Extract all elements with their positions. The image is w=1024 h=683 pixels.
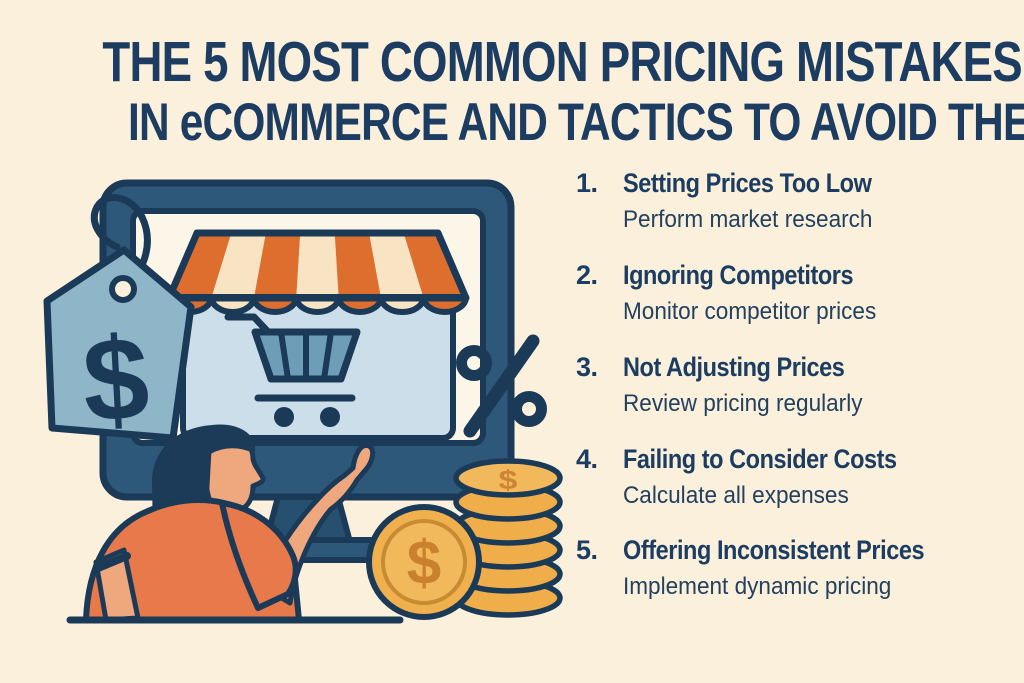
item-number: 4. xyxy=(576,443,598,474)
tag-body xyxy=(43,246,195,442)
tactic-text: Implement dynamic pricing xyxy=(623,573,892,601)
single-coin-icon: $ xyxy=(366,504,482,620)
item-body: Ignoring Competitors Monitor competitor … xyxy=(623,260,1022,327)
shopping-cart-icon xyxy=(224,313,361,427)
page-title: THE 5 MOST COMMON PRICING MISTAKES IN eC… xyxy=(0,30,1024,152)
tactic-text: Monitor competitor prices xyxy=(623,297,877,325)
tag-hole xyxy=(109,275,137,303)
list-item: 2. Ignoring Competitors Monitor competit… xyxy=(576,260,1022,327)
tag-rope xyxy=(90,194,151,290)
list-item: 3. Not Adjusting Prices Review pricing r… xyxy=(576,352,1022,419)
cart-wheel xyxy=(320,407,340,427)
pricing-mistakes-list: 1. Setting Prices Too Low Perform market… xyxy=(576,168,1022,627)
stack-dollar-sign: $ xyxy=(499,464,518,495)
item-body: Not Adjusting Prices Review pricing regu… xyxy=(623,352,1022,419)
list-item: 5. Offering Inconsistent Prices Implemen… xyxy=(576,535,1022,602)
mistake-heading: Ignoring Competitors xyxy=(623,259,854,290)
tactic-text: Calculate all expenses xyxy=(623,481,849,509)
storefront-icon xyxy=(165,229,470,441)
item-number: 2. xyxy=(576,259,598,290)
item-number: 3. xyxy=(576,351,598,382)
wristband xyxy=(94,552,131,572)
cart-handle xyxy=(224,313,274,338)
title-line-1: THE 5 MOST COMMON PRICING MISTAKES xyxy=(102,30,1022,94)
mistake-heading: Not Adjusting Prices xyxy=(623,351,845,382)
item-body: Offering Inconsistent Prices Implement d… xyxy=(623,535,1022,602)
cart-wheel xyxy=(274,407,294,427)
percent-icon xyxy=(456,334,547,438)
tactic-text: Review pricing regularly xyxy=(623,389,863,417)
sleeve xyxy=(219,500,299,611)
item-body: Failing to Consider Costs Calculate all … xyxy=(623,444,1022,511)
woman-pointing-illustration xyxy=(83,424,376,623)
striped-awning-icon xyxy=(165,229,470,316)
list-item: 4. Failing to Consider Costs Calculate a… xyxy=(576,444,1022,511)
item-number: 1. xyxy=(576,168,598,198)
tag-dollar-sign: $ xyxy=(80,312,152,447)
mistake-heading: Offering Inconsistent Prices xyxy=(623,535,925,566)
item-body: Setting Prices Too Low Perform market re… xyxy=(623,168,1022,235)
coin-stack-icon: $ xyxy=(453,458,563,618)
coin-dollar-sign: $ xyxy=(407,529,441,598)
tactic-text: Perform market research xyxy=(623,206,873,234)
mistake-heading: Failing to Consider Costs xyxy=(623,443,897,474)
mistake-heading: Setting Prices Too Low xyxy=(623,168,872,198)
price-tag-icon: $ xyxy=(43,194,195,448)
item-number: 5. xyxy=(576,535,598,566)
list-item: 1. Setting Prices Too Low Perform market… xyxy=(576,168,1022,235)
title-line-2: IN eCOMMERCE AND TACTICS TO AVOID THEM xyxy=(127,93,1024,152)
